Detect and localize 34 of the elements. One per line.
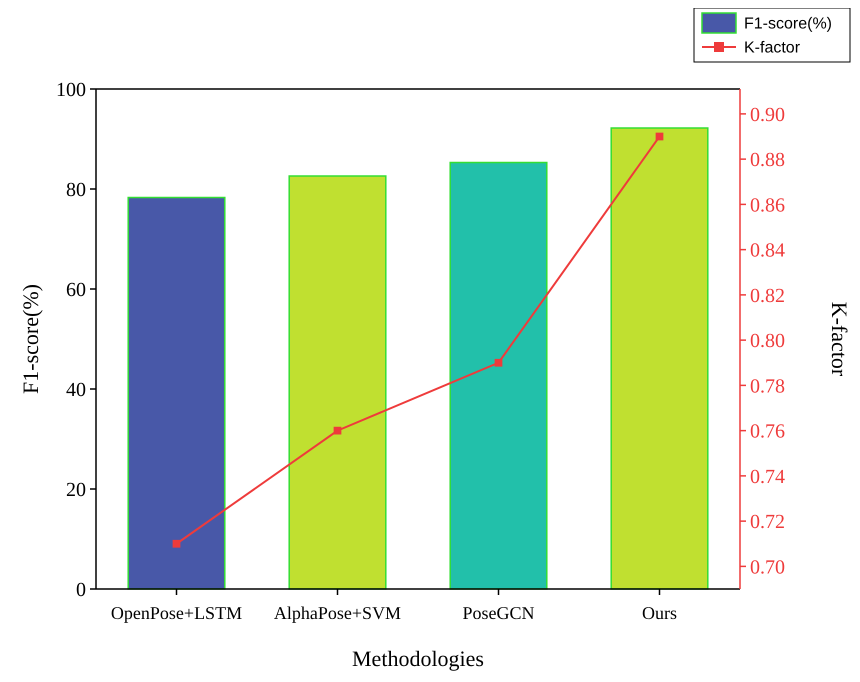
y2-tick-label: 0.82 (750, 284, 785, 307)
x-axis-title: Methodologies (352, 646, 484, 671)
point (172, 540, 180, 548)
bar (610, 127, 709, 590)
y2-tick-label: 0.84 (750, 240, 785, 262)
y-tick-label: 60 (66, 279, 86, 301)
y-axis-title: F1-score(%) (18, 284, 43, 394)
y2-tick-label: 0.90 (750, 104, 785, 126)
x-tick-label: OpenPose+LSTM (110, 603, 242, 623)
point (334, 426, 342, 434)
y2-tick-label: 0.80 (750, 330, 785, 352)
y2-tick-label: 0.88 (750, 149, 785, 172)
y-tick-label: 100 (56, 79, 86, 101)
legend-label: F1-score(%) (744, 16, 832, 33)
x-tick-label: PoseGCN (462, 603, 535, 623)
y2-tick-label: 0.74 (750, 466, 785, 488)
x-tick-label: AlphaPose+SVM (274, 603, 402, 623)
y-tick-label: 40 (66, 379, 86, 401)
y-tick-label: 80 (66, 179, 86, 201)
x-tick-label: Ours (642, 603, 677, 623)
y2-tick-label: 0.70 (750, 556, 785, 578)
y-tick-label: 0 (76, 579, 86, 601)
legend-label: K-factor (744, 40, 801, 57)
y2-axis-title: K-factor (827, 302, 852, 377)
y2-tick-label: 0.76 (750, 420, 785, 443)
bar (127, 196, 226, 590)
point (656, 132, 664, 140)
y2-tick-label: 0.86 (750, 194, 785, 216)
point (494, 358, 502, 367)
y2-tick-label: 0.72 (750, 511, 785, 534)
y-tick-label: 20 (66, 479, 86, 501)
y2-tick-label: 0.78 (750, 375, 785, 398)
bar (288, 175, 387, 590)
bar (449, 162, 548, 590)
